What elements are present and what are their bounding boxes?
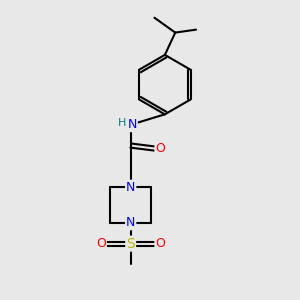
Text: O: O [155, 237, 165, 250]
Text: N: N [126, 181, 135, 194]
Text: H: H [118, 118, 127, 128]
Text: N: N [126, 216, 135, 229]
Text: S: S [126, 237, 135, 250]
Text: N: N [128, 118, 137, 131]
Text: O: O [96, 237, 106, 250]
Text: O: O [155, 142, 165, 155]
